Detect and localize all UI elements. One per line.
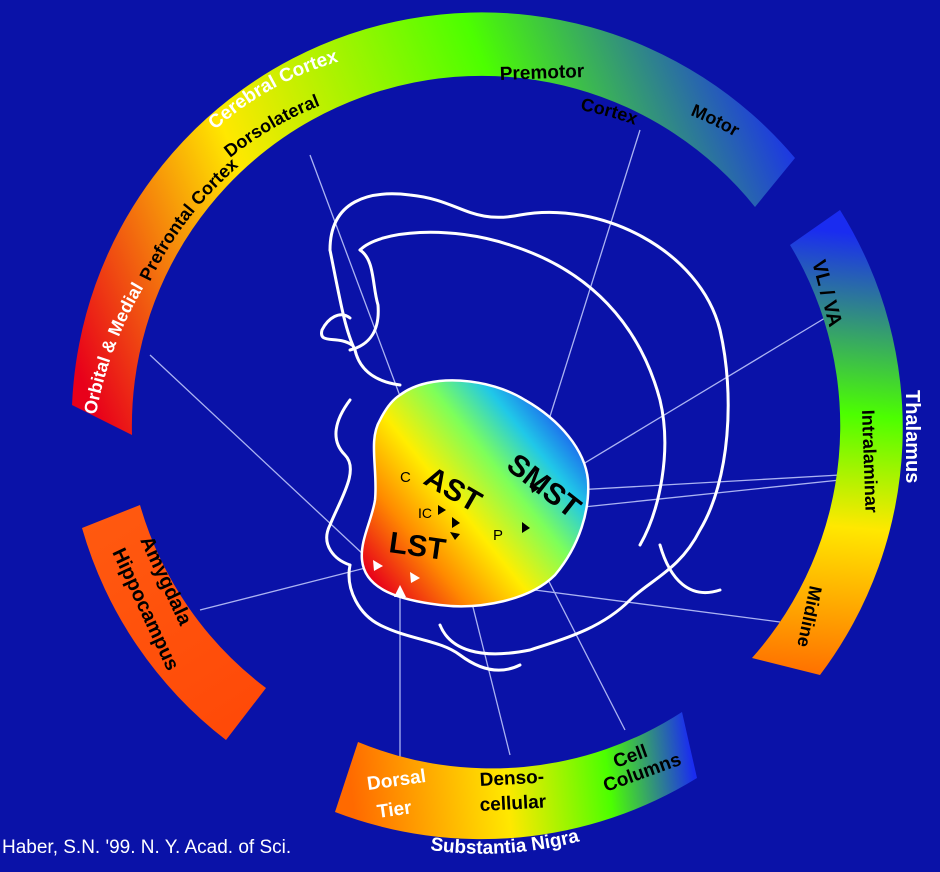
arrowheads-black xyxy=(438,483,540,540)
thalamus-group-label: Thalamus xyxy=(901,390,923,483)
arrowhead-lst-2 xyxy=(410,572,420,583)
tier-label: Tier xyxy=(376,797,414,823)
cortex-arc xyxy=(72,12,795,436)
p-label: P xyxy=(493,527,503,544)
arrowhead-ast-2 xyxy=(450,532,460,540)
arrowhead-lst-1 xyxy=(373,560,383,571)
arrowhead-p xyxy=(522,522,530,533)
arrowhead-lst-3 xyxy=(394,585,406,597)
substantia-nigra-arc xyxy=(335,712,697,840)
line-intralaminar-smst xyxy=(539,474,841,493)
arrowhead-ic xyxy=(438,505,446,515)
striatum-region xyxy=(360,379,590,608)
line-orbital-to-lst xyxy=(149,354,381,571)
lst-label: LST xyxy=(387,526,448,567)
line-hippocampus-to-lst xyxy=(199,562,386,611)
brain-outline xyxy=(320,192,730,672)
line-vlva-to-smst xyxy=(539,314,831,491)
c-label: C xyxy=(400,469,411,486)
thalamus-arc xyxy=(752,210,903,675)
arrowhead-ast-1 xyxy=(452,517,460,528)
intralaminar-label: Intralaminar xyxy=(858,409,882,513)
cellular-label: cellular xyxy=(479,792,547,816)
premotor-label: Premotor xyxy=(499,61,585,85)
arrowhead-smst xyxy=(530,483,540,493)
ic-label: IC xyxy=(418,505,432,521)
arrowheads-white xyxy=(373,560,420,597)
amygdala-hippocampus-arc xyxy=(82,505,266,740)
denso-label: Denso- xyxy=(479,767,544,791)
citation-credit: Haber, S.N. '99. N. Y. Acad. of Sci. xyxy=(2,837,291,858)
